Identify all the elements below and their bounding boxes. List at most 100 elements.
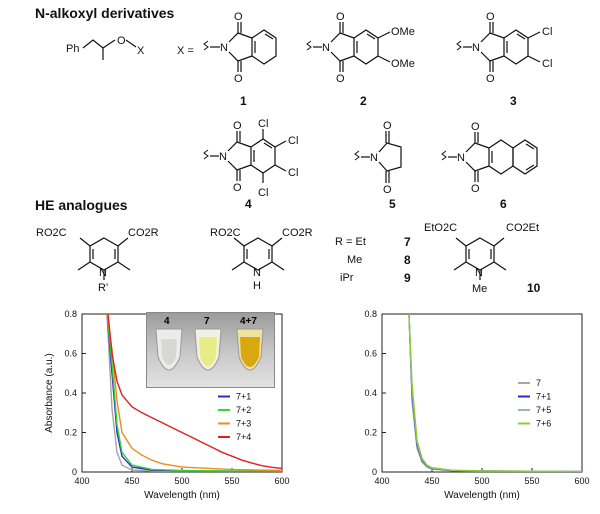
svg-text:Cl: Cl xyxy=(258,118,268,130)
legend-label: 7+3 xyxy=(236,419,251,429)
substrate-structure: Ph O X X = xyxy=(66,35,194,60)
svg-text:O: O xyxy=(383,184,392,196)
svg-text:iPr: iPr xyxy=(340,272,354,284)
svg-text:O: O xyxy=(117,35,126,47)
svg-text:N: N xyxy=(99,267,107,279)
svg-text:O: O xyxy=(233,182,242,194)
heading-he-analogues: HE analogues xyxy=(35,197,128,213)
series-line-7-6 xyxy=(408,314,582,472)
compound-number-1: 1 xyxy=(240,94,247,108)
svg-text:Cl: Cl xyxy=(542,58,552,70)
y-tick-label: 0.8 xyxy=(364,309,377,319)
svg-text:Cl: Cl xyxy=(288,135,298,147)
structure-he-10: EtO2C CO2Et N Me xyxy=(424,222,539,295)
structure-6: N O O xyxy=(441,121,538,195)
series-line-7-5 xyxy=(408,314,582,472)
svg-text:H: H xyxy=(253,280,261,292)
y-tick-label: 0.2 xyxy=(64,428,77,438)
legend-label: 7+1 xyxy=(236,392,251,402)
legend-label: 7+1 xyxy=(536,392,551,402)
svg-text:Me: Me xyxy=(347,254,362,266)
y-tick-label: 0.4 xyxy=(64,388,77,398)
svg-text:N: N xyxy=(219,151,227,163)
compound-number-10: 10 xyxy=(527,281,541,295)
x-tick-label: 450 xyxy=(424,476,439,486)
structure-he-nh: RO2C CO2R N H xyxy=(210,227,313,292)
series-line-7 xyxy=(408,314,582,472)
svg-text:Cl: Cl xyxy=(288,167,298,179)
svg-text:O: O xyxy=(471,121,480,133)
structure-1: N O O xyxy=(203,11,277,85)
svg-text:O: O xyxy=(336,73,345,85)
legend-label: 7 xyxy=(536,378,541,388)
compound-number-4: 4 xyxy=(245,197,252,211)
svg-text:Me: Me xyxy=(472,283,487,295)
svg-text:N: N xyxy=(322,42,330,54)
x-tick-label: 600 xyxy=(574,476,589,486)
compound-number-3: 3 xyxy=(510,94,517,108)
svg-text:O: O xyxy=(234,11,243,23)
svg-text:N: N xyxy=(472,42,480,54)
x-axis-label: Wavelength (nm) xyxy=(144,490,220,501)
x-tick-label: 500 xyxy=(174,476,189,486)
y-tick-label: 0.8 xyxy=(64,309,77,319)
compound-number-5: 5 xyxy=(389,197,396,211)
structure-4: N O O Cl Cl Cl Cl xyxy=(203,118,298,199)
svg-text:EtO2C: EtO2C xyxy=(424,222,457,234)
svg-text:R': R' xyxy=(98,282,108,294)
svg-text:N: N xyxy=(370,152,378,164)
svg-text:O: O xyxy=(233,120,242,132)
compound-number-6: 6 xyxy=(500,197,507,211)
chart-left: 400 450 500 550 600 0 0.2 0.4 0.6 0.8 Wavelength (… xyxy=(44,309,290,501)
x-tick-label: 550 xyxy=(524,476,539,486)
svg-text:OMe: OMe xyxy=(391,26,415,38)
svg-text:N: N xyxy=(220,42,228,54)
svg-text:N: N xyxy=(475,267,483,279)
y-tick-label: 0.2 xyxy=(364,428,377,438)
vial-photo: 4 7 4+7 xyxy=(146,312,275,388)
compound-number-2: 2 xyxy=(360,94,367,108)
svg-text:Cl: Cl xyxy=(542,26,552,38)
structure-2: N O O OMe OMe xyxy=(306,11,415,85)
svg-text:O: O xyxy=(471,183,480,195)
y-tick-label: 0 xyxy=(372,467,377,477)
svg-text:CO2Et: CO2Et xyxy=(506,222,539,234)
y-tick-label: 0.4 xyxy=(364,388,377,398)
structure-3: N O O Cl Cl xyxy=(456,11,552,85)
legend-label: 7+2 xyxy=(236,405,251,415)
photo-label-4: 4 xyxy=(164,316,170,327)
compound-number-8: 8 xyxy=(404,253,411,267)
photo-label-4-7: 4+7 xyxy=(240,316,257,327)
legend-label: 7+4 xyxy=(236,432,251,442)
heading-n-alkoxyl: N-alkoxyl derivatives xyxy=(35,5,175,21)
y-tick-label: 0.6 xyxy=(364,349,377,359)
x-tick-label: 600 xyxy=(274,476,289,486)
x-axis-label: Wavelength (nm) xyxy=(444,490,520,501)
svg-text:Cl: Cl xyxy=(258,187,268,199)
svg-text:R = Et: R = Et xyxy=(335,236,366,248)
svg-text:O: O xyxy=(336,11,345,23)
series-line-7-3 xyxy=(106,314,282,472)
svg-text:OMe: OMe xyxy=(391,58,415,70)
svg-text:N: N xyxy=(253,267,261,279)
svg-text:RO2C: RO2C xyxy=(210,227,241,239)
y-tick-label: 0 xyxy=(72,467,77,477)
chemical-structures: Ph O X X = N O O N O O OM xyxy=(36,11,552,295)
x-tick-label: 450 xyxy=(124,476,139,486)
legend-label: 7+6 xyxy=(536,419,551,429)
svg-text:CO2R: CO2R xyxy=(282,227,313,239)
x-tick-label: 550 xyxy=(224,476,239,486)
svg-text:O: O xyxy=(234,73,243,85)
compound-number-7: 7 xyxy=(404,235,411,249)
svg-text:RO2C: RO2C xyxy=(36,227,67,239)
y-tick-label: 0.6 xyxy=(64,349,77,359)
structure-he-nr: RO2C CO2R N R' xyxy=(36,227,159,294)
compound-number-9: 9 xyxy=(404,271,411,285)
svg-text:O: O xyxy=(383,120,392,132)
chart-right: 400 450 500 550 600 0 0.2 0.4 0.6 0.8 Wavelength (… xyxy=(364,309,589,501)
x-tick-label: 400 xyxy=(374,476,389,486)
series-line-7-4 xyxy=(107,314,282,470)
structure-5: N O O xyxy=(354,120,402,196)
svg-text:CO2R: CO2R xyxy=(128,227,159,239)
y-axis-label: Absorbance (a.u.) xyxy=(44,353,55,433)
